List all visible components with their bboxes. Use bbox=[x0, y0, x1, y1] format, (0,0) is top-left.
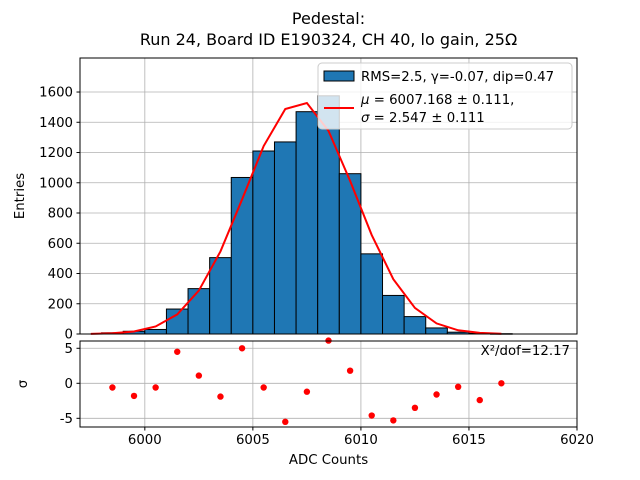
pull-dot bbox=[260, 384, 267, 391]
y-tick-label: 0 bbox=[65, 328, 73, 343]
y-tick-label: 400 bbox=[48, 267, 73, 282]
histogram-bar bbox=[382, 294, 405, 335]
legend-hist-label: RMS=2.5, γ=-0.07, dip=0.47 bbox=[361, 70, 554, 85]
y-tick-label: 1400 bbox=[39, 116, 73, 131]
pull-dots-layer bbox=[109, 337, 505, 426]
histogram-bar bbox=[403, 316, 427, 335]
histogram-bar bbox=[144, 328, 167, 335]
histogram-bar bbox=[165, 308, 189, 335]
bottom-panel-frame bbox=[79, 340, 578, 428]
pull-dot bbox=[174, 348, 181, 355]
histogram-bar bbox=[252, 150, 275, 335]
x-tick-label: 6005 bbox=[236, 433, 270, 448]
x-tick-label: 6010 bbox=[344, 433, 378, 448]
pull-dot bbox=[152, 384, 159, 391]
x-tick-label: 6015 bbox=[452, 433, 486, 448]
x-axis-label: ADC Counts bbox=[289, 453, 368, 468]
pull-dot bbox=[195, 372, 203, 379]
top-panel-border bbox=[79, 57, 578, 335]
pull-dot bbox=[411, 404, 419, 412]
y-tick-label: 200 bbox=[48, 297, 73, 312]
pull-dot bbox=[238, 345, 246, 352]
y-tick-label: 600 bbox=[48, 237, 73, 252]
pull-dot bbox=[390, 417, 397, 424]
histogram-bars bbox=[101, 95, 513, 335]
bottom-panel-grid bbox=[80, 341, 578, 427]
pull-dot bbox=[282, 418, 289, 426]
pull-dot bbox=[476, 396, 483, 404]
pull-dot bbox=[454, 383, 462, 391]
top-panel-frame bbox=[79, 57, 578, 335]
chart-title-line1: Pedestal: bbox=[292, 9, 365, 28]
pull-dot bbox=[130, 392, 138, 400]
pull-dot bbox=[217, 393, 224, 400]
histogram-bar bbox=[273, 141, 297, 335]
legend-box bbox=[317, 62, 573, 130]
y-tick-label: 0 bbox=[65, 377, 73, 392]
pull-dot bbox=[368, 412, 375, 419]
legend-histogram-swatch bbox=[323, 70, 355, 82]
y-tick-label: 1200 bbox=[39, 146, 73, 161]
pull-dot bbox=[498, 380, 505, 387]
pull-dot bbox=[346, 367, 354, 374]
y-tick-label: 800 bbox=[48, 207, 73, 222]
y-tick-label: -5 bbox=[60, 412, 73, 427]
pull-dot bbox=[433, 391, 440, 398]
fit-curve-layer bbox=[90, 101, 502, 335]
pull-dot bbox=[109, 384, 116, 391]
legend: RMS=2.5, γ=-0.07, dip=0.47 μ = 6007.168 … bbox=[317, 62, 573, 130]
x-tick-label: 6020 bbox=[560, 433, 594, 448]
chi2-annotation: X²/dof=12.17 bbox=[481, 344, 570, 359]
y-axis-label-entries: Entries bbox=[13, 173, 28, 219]
fit-curve bbox=[90, 101, 502, 335]
x-tick-label: 6000 bbox=[128, 433, 162, 448]
histogram-bar bbox=[360, 253, 384, 335]
bottom-panel-border bbox=[79, 340, 578, 428]
histogram-bar bbox=[187, 288, 211, 335]
histogram-bar bbox=[425, 327, 448, 335]
y-tick-label: 5 bbox=[65, 342, 73, 357]
y-tick-label: 1000 bbox=[39, 176, 73, 191]
histogram-bar bbox=[295, 111, 319, 335]
legend-fit-label-line2: σ = 2.547 ± 0.111 bbox=[361, 111, 485, 126]
y-tick-label: 1600 bbox=[39, 86, 73, 101]
y-axis-label-sigma: σ bbox=[16, 379, 31, 388]
legend-fit-label-line1: μ = 6007.168 ± 0.111, bbox=[360, 93, 514, 108]
chart-title-line2: Run 24, Board ID E190324, CH 40, lo gain… bbox=[140, 30, 517, 49]
histogram-bar bbox=[209, 257, 232, 335]
pull-dot bbox=[303, 388, 311, 395]
